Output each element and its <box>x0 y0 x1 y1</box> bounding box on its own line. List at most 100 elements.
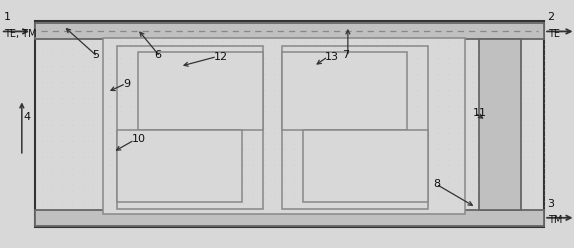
Point <box>187 99 196 103</box>
Point <box>78 64 87 68</box>
Point <box>177 180 187 184</box>
Point <box>402 163 412 167</box>
Point <box>211 74 220 78</box>
Point <box>232 53 241 57</box>
Point <box>37 128 46 132</box>
Point <box>116 56 125 60</box>
Point <box>311 185 320 189</box>
Point <box>437 166 446 170</box>
Point <box>437 182 446 186</box>
Point <box>273 47 282 51</box>
Point <box>262 85 272 89</box>
Point <box>416 139 425 143</box>
Point <box>375 58 385 62</box>
Point <box>208 196 217 200</box>
Point <box>177 93 187 97</box>
Point <box>48 182 57 186</box>
Point <box>109 188 118 192</box>
Point <box>375 128 385 132</box>
Point <box>320 136 329 140</box>
Point <box>311 142 320 146</box>
Point <box>259 45 268 49</box>
Point <box>262 64 272 68</box>
Point <box>293 150 302 154</box>
Point <box>269 66 278 70</box>
Point <box>402 99 412 103</box>
Point <box>57 58 67 62</box>
Point <box>300 83 309 87</box>
Point <box>365 31 374 35</box>
Point <box>300 185 309 189</box>
Point <box>488 182 497 186</box>
Point <box>273 85 282 89</box>
Point <box>433 201 443 205</box>
Point <box>88 112 98 116</box>
Point <box>191 31 200 35</box>
Point <box>437 47 446 51</box>
Point <box>228 110 238 114</box>
Point <box>385 215 394 219</box>
Point <box>119 107 128 111</box>
Point <box>518 123 528 127</box>
Point <box>197 50 207 54</box>
Point <box>344 209 354 213</box>
Point <box>320 110 329 114</box>
Point <box>320 39 329 43</box>
Point <box>478 139 487 143</box>
Point <box>170 31 180 35</box>
Point <box>160 172 169 176</box>
Point <box>262 112 272 116</box>
Point <box>437 134 446 138</box>
Point <box>157 110 166 114</box>
Point <box>355 42 364 46</box>
Point <box>177 126 187 130</box>
Point <box>447 123 456 127</box>
Point <box>372 115 381 119</box>
Point <box>208 39 217 43</box>
Point <box>119 101 128 105</box>
Point <box>170 69 180 73</box>
Point <box>106 147 115 151</box>
Point <box>362 207 371 211</box>
Point <box>262 107 272 111</box>
Point <box>395 204 405 208</box>
Point <box>129 107 138 111</box>
Point <box>157 196 166 200</box>
Point <box>191 161 200 165</box>
Point <box>57 209 67 213</box>
Point <box>218 196 227 200</box>
Point <box>334 69 343 73</box>
Point <box>157 163 166 167</box>
Point <box>311 147 320 151</box>
Point <box>78 139 87 143</box>
Point <box>37 47 46 51</box>
Point <box>262 101 272 105</box>
Point <box>160 91 169 94</box>
Point <box>293 172 302 176</box>
Point <box>320 99 329 103</box>
Point <box>443 174 452 178</box>
Point <box>395 58 405 62</box>
Point <box>68 107 77 111</box>
Text: 9: 9 <box>123 79 130 89</box>
Point <box>395 107 405 111</box>
Point <box>324 42 333 46</box>
Point <box>539 26 548 30</box>
Point <box>539 209 548 213</box>
Point <box>402 83 412 87</box>
Point <box>119 182 128 186</box>
Point <box>197 169 207 173</box>
Point <box>416 199 425 203</box>
Point <box>116 110 125 114</box>
Point <box>146 174 156 178</box>
Point <box>344 123 354 127</box>
Point <box>362 110 371 114</box>
Point <box>197 120 207 124</box>
Point <box>129 134 138 138</box>
Point <box>372 147 381 151</box>
Point <box>529 37 538 41</box>
Point <box>177 77 187 81</box>
Point <box>259 180 268 184</box>
Point <box>324 177 333 181</box>
Point <box>201 85 210 89</box>
